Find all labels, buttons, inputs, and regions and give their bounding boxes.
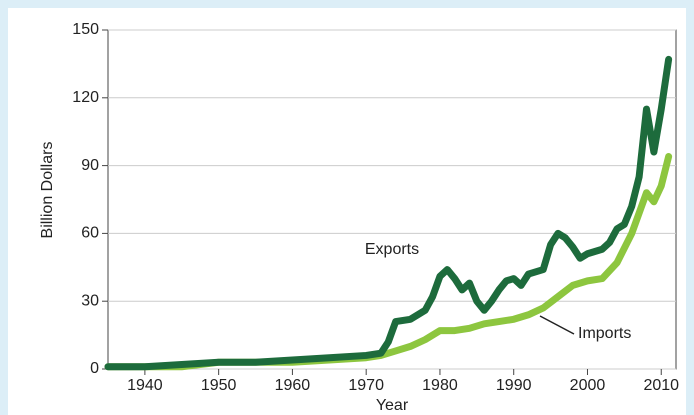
x-tick-label: 1940 [127,377,163,394]
x-tick-label: 1970 [348,377,384,394]
y-tick-label: 0 [90,360,99,377]
series-label: Exports [365,241,419,258]
y-tick-label: 90 [81,157,99,174]
leader-line [539,315,575,335]
x-tick-label: 2000 [570,377,606,394]
x-tick-label: 1950 [201,377,237,394]
y-axis-label: Billion Dollars [39,142,56,239]
y-tick-label: 30 [81,292,99,309]
x-axis-label: Year [376,397,409,414]
x-tick-label: 1980 [422,377,458,394]
y-tick-label: 120 [72,89,99,106]
series-line [104,55,673,371]
y-tick-label: 60 [81,225,99,242]
x-tick-label: 1990 [496,377,532,394]
y-tick-label: 150 [72,21,99,38]
x-tick-label: 2010 [643,377,679,394]
x-tick-label: 1960 [275,377,311,394]
plot-area [107,29,677,370]
series-label: Imports [578,325,631,342]
